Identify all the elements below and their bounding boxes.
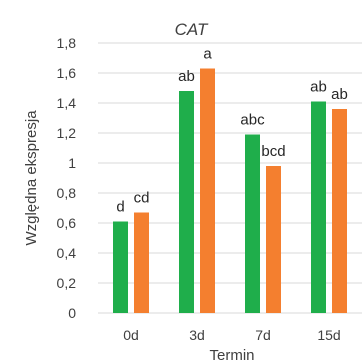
x-axis-title: Termin — [209, 347, 254, 364]
bar — [200, 68, 215, 313]
y-tick-label: 0,2 — [57, 275, 77, 291]
y-tick-label: 1,6 — [57, 65, 77, 81]
bar-label: ab — [310, 79, 327, 96]
bar — [134, 212, 149, 313]
x-tick-label: 7d — [255, 327, 271, 343]
bar — [332, 109, 347, 313]
bars — [113, 68, 347, 313]
y-tick-label: 0,4 — [57, 245, 77, 261]
bar-label: bcd — [261, 143, 285, 160]
x-axis-ticks: 0d 3d 7d 15d — [123, 327, 340, 343]
bar-label: ab — [331, 86, 348, 103]
y-tick-label: 0,6 — [57, 215, 77, 231]
bar — [266, 166, 281, 313]
y-tick-label: 1,8 — [57, 35, 77, 51]
bar — [245, 134, 260, 313]
x-tick-label: 15d — [317, 327, 340, 343]
y-axis-ticks: 0 0,2 0,4 0,6 0,8 1 1,2 1,4 1,6 1,8 — [57, 35, 77, 321]
x-tick-label: 3d — [189, 327, 205, 343]
chart-title: CAT — [175, 20, 209, 39]
bar — [179, 91, 194, 313]
y-tick-label: 0,8 — [57, 185, 77, 201]
bar-label: cd — [134, 190, 150, 207]
bar-label: abc — [240, 112, 265, 129]
y-tick-label: 1,2 — [57, 125, 77, 141]
y-tick-label: 1,4 — [57, 95, 77, 111]
bar-label: a — [203, 46, 212, 63]
bar — [311, 101, 326, 313]
bar-label: ab — [178, 68, 195, 85]
y-axis-title: Względna ekspresja — [23, 110, 40, 246]
bar — [113, 221, 128, 313]
x-tick-label: 0d — [123, 327, 139, 343]
bar-label: d — [116, 199, 124, 216]
y-tick-label: 1 — [68, 155, 76, 171]
y-tick-label: 0 — [68, 305, 76, 321]
